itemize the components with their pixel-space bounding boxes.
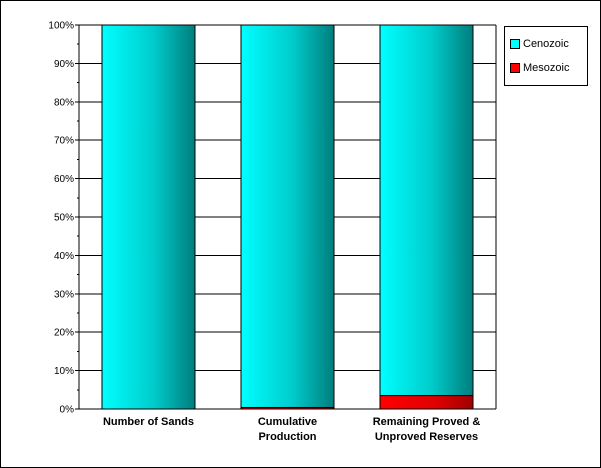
legend-label-cenozoic: Cenozoic [523, 38, 569, 50]
x-category-label: Unproved Reserves [375, 431, 478, 443]
legend-item-cenozoic: Cenozoic [510, 37, 569, 51]
y-tick-label: 10% [54, 366, 74, 377]
y-tick-label: 60% [54, 174, 74, 185]
y-tick-label: 90% [54, 59, 74, 70]
x-category-label: Cumulative [258, 416, 317, 428]
legend: Cenozoic Mesozoic [504, 26, 588, 86]
y-tick-label: 0% [60, 405, 75, 416]
bar-mesozoic [379, 395, 474, 410]
y-tick-label: 70% [54, 136, 74, 147]
y-tick-label: 40% [54, 251, 74, 262]
y-tick-label: 30% [54, 289, 74, 300]
y-tick-label: 20% [54, 328, 74, 339]
x-category-label: Number of Sands [103, 416, 194, 428]
y-tick-label: 50% [54, 213, 74, 224]
bar-cenozoic [379, 24, 474, 397]
bars [101, 24, 474, 410]
legend-item-mesozoic: Mesozoic [510, 61, 569, 75]
y-tick-label: 100% [48, 21, 74, 32]
x-category-label: Remaining Proved & [373, 416, 481, 428]
bar-cenozoic [240, 24, 335, 408]
legend-label-mesozoic: Mesozoic [523, 62, 570, 74]
legend-swatch-mesozoic [510, 63, 520, 73]
y-tick-label: 80% [54, 97, 74, 108]
x-category-label: Production [258, 431, 316, 443]
labels: 0% 10% 20% 30% 40% 50% 60% 70% 80% 90% 100% Number … [48, 21, 480, 444]
axes [75, 24, 497, 410]
bar-cenozoic [101, 24, 196, 410]
legend-swatch-cenozoic [510, 39, 520, 49]
